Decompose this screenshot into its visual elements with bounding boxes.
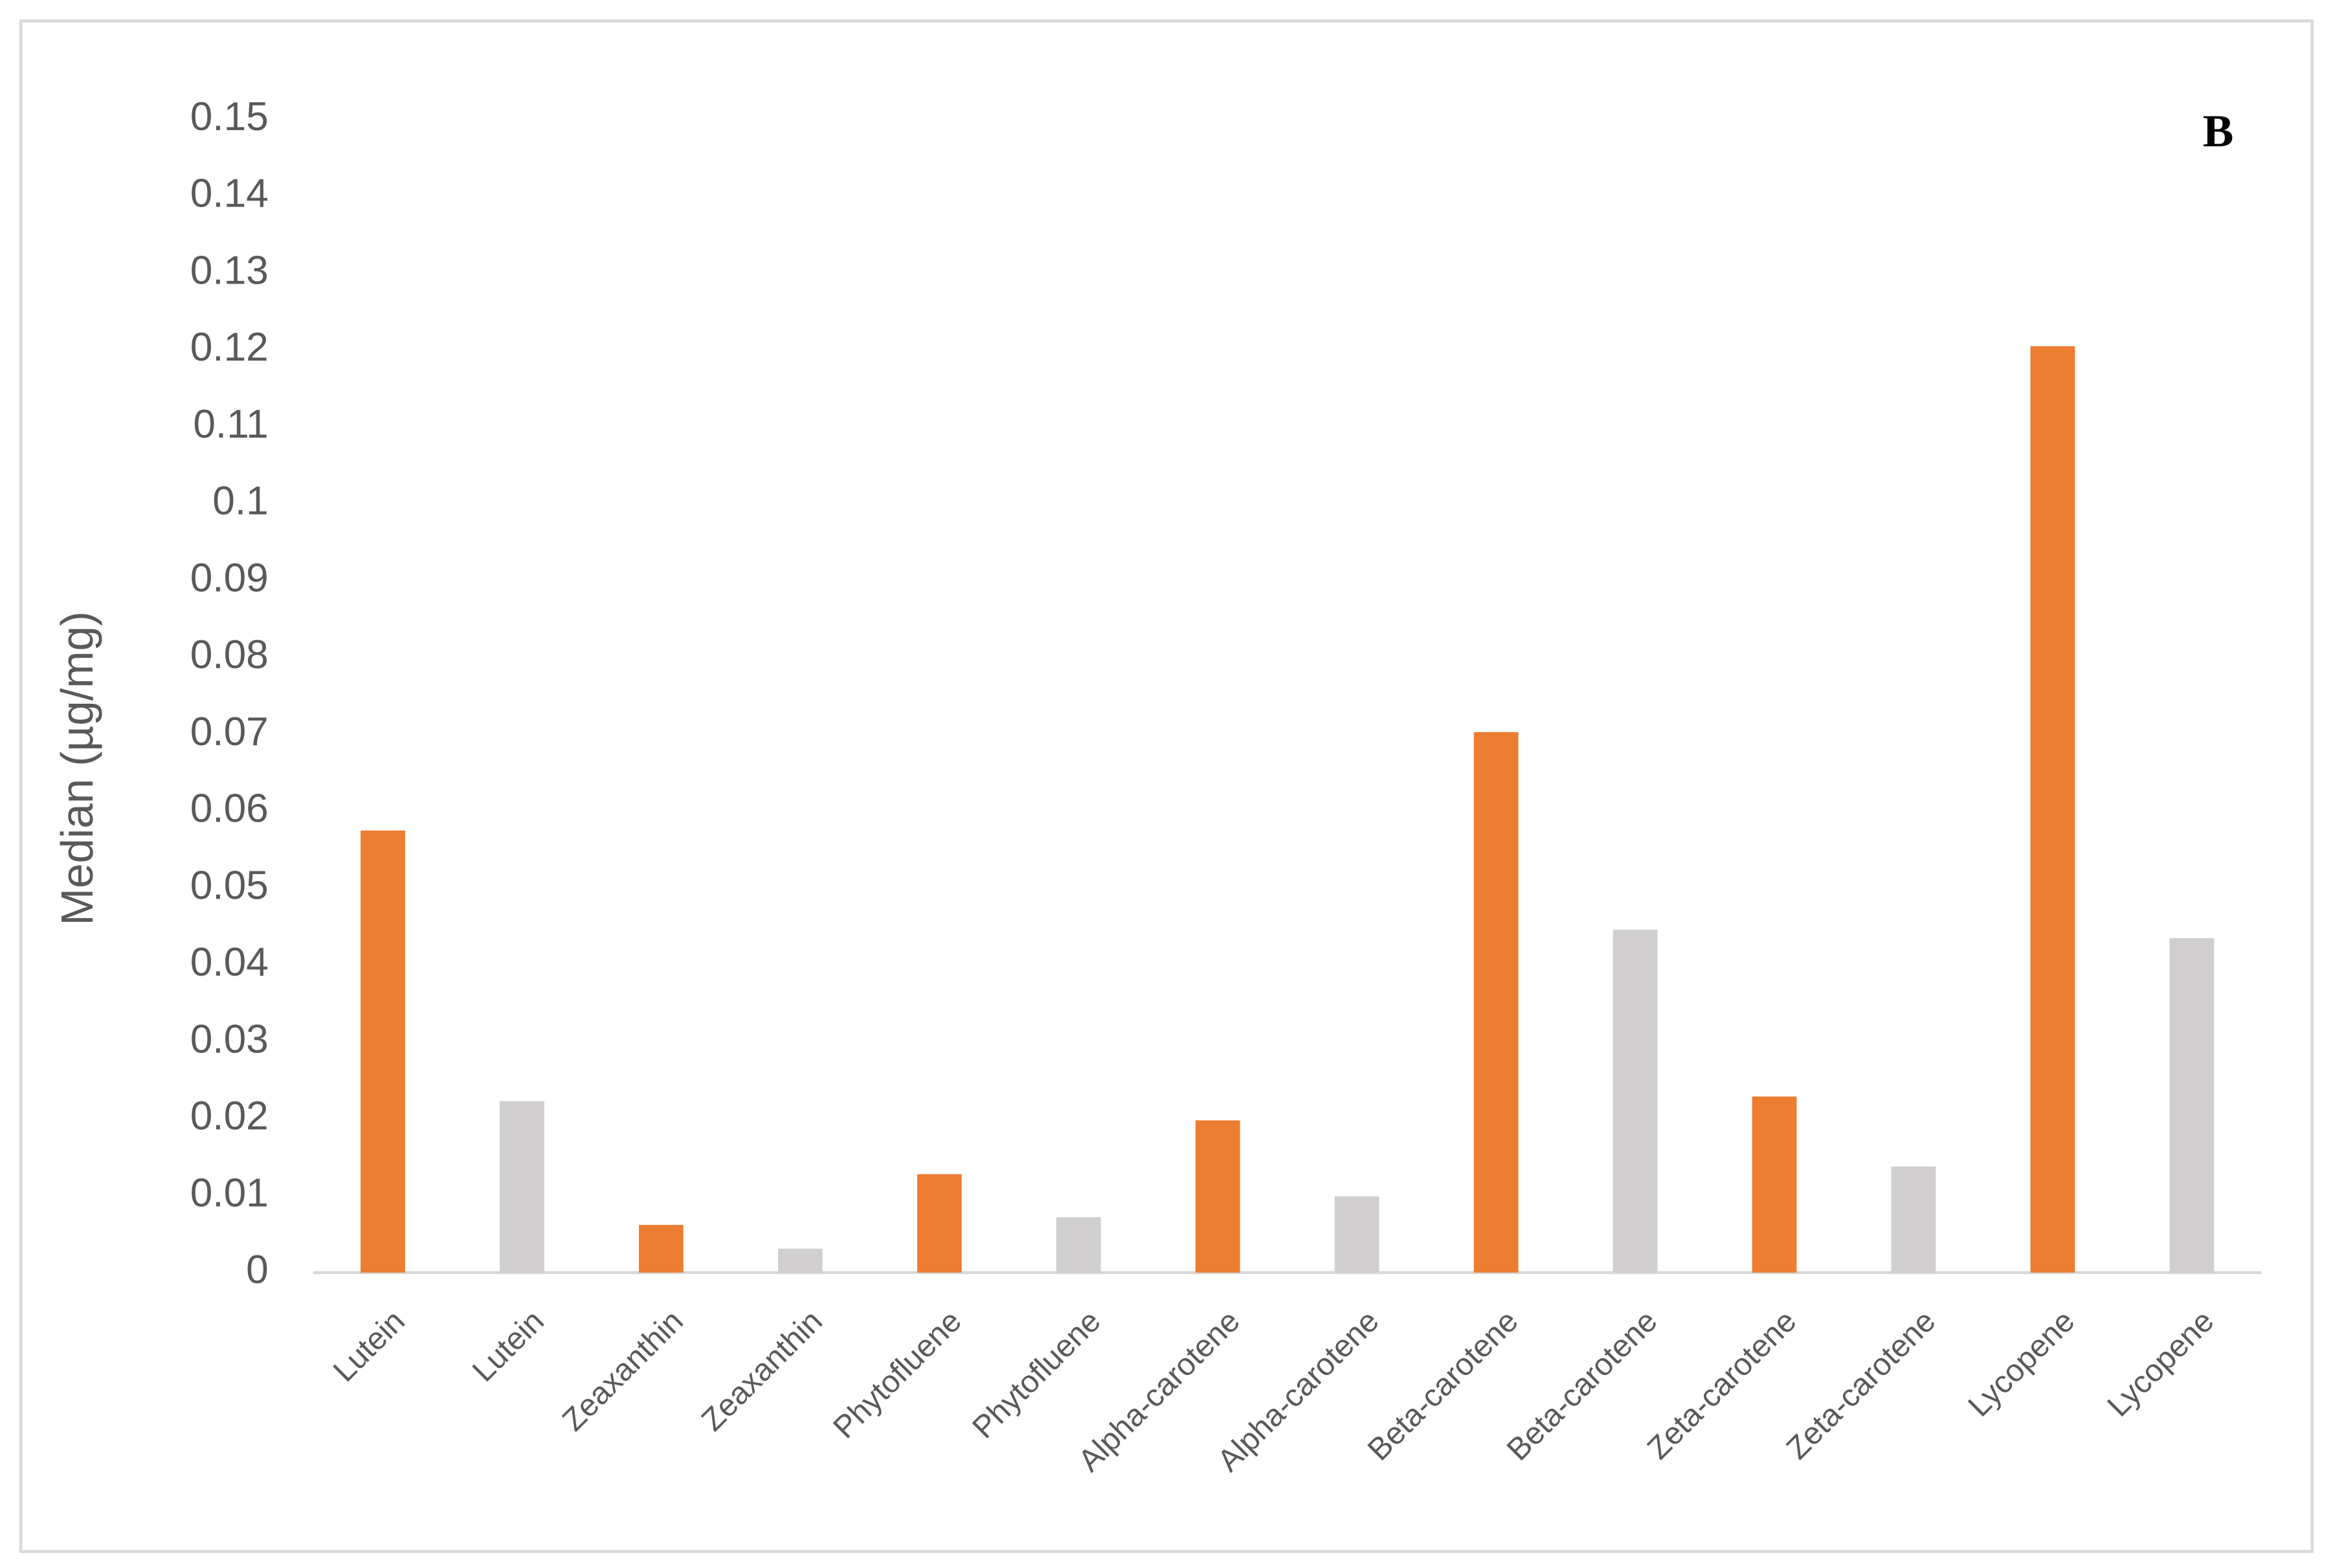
y-tick-label: 0.11: [193, 402, 268, 447]
y-tick-label: 0.13: [190, 248, 269, 293]
bar: [1056, 1217, 1101, 1273]
bar: [1334, 1196, 1379, 1273]
y-tick-label: 0.09: [190, 555, 269, 600]
y-tick-label: 0: [246, 1248, 269, 1292]
bar: [638, 1225, 684, 1273]
y-tick-label: 0.07: [190, 710, 269, 754]
y-tick-label: 0.12: [190, 325, 269, 370]
bar: [1752, 1096, 1797, 1273]
bar: [2030, 346, 2075, 1273]
bar: [1613, 930, 1658, 1273]
bar: [1891, 1166, 1936, 1273]
y-tick-label: 0.05: [190, 863, 269, 908]
panel-label: B: [2203, 106, 2234, 157]
y-tick-label: 0.02: [190, 1094, 269, 1139]
y-tick-label: 0.03: [190, 1017, 269, 1062]
bar: [1473, 732, 1519, 1273]
y-axis-label: Median (µg/mg): [52, 611, 102, 925]
bar: [499, 1101, 544, 1273]
y-tick-label: 0.06: [190, 787, 269, 831]
chart-frame: [19, 19, 2314, 1553]
bar: [361, 830, 405, 1273]
y-tick-label: 0.01: [190, 1170, 269, 1215]
bar: [1195, 1120, 1240, 1273]
bar: [917, 1174, 962, 1273]
y-tick-label: 0.1: [212, 479, 268, 524]
bar: [777, 1248, 823, 1273]
y-tick-label: 0.04: [190, 940, 269, 985]
y-tick-label: 0.08: [190, 633, 269, 677]
y-tick-label: 0.14: [190, 172, 269, 216]
bar: [2169, 938, 2215, 1273]
y-tick-label: 0.15: [190, 95, 269, 139]
